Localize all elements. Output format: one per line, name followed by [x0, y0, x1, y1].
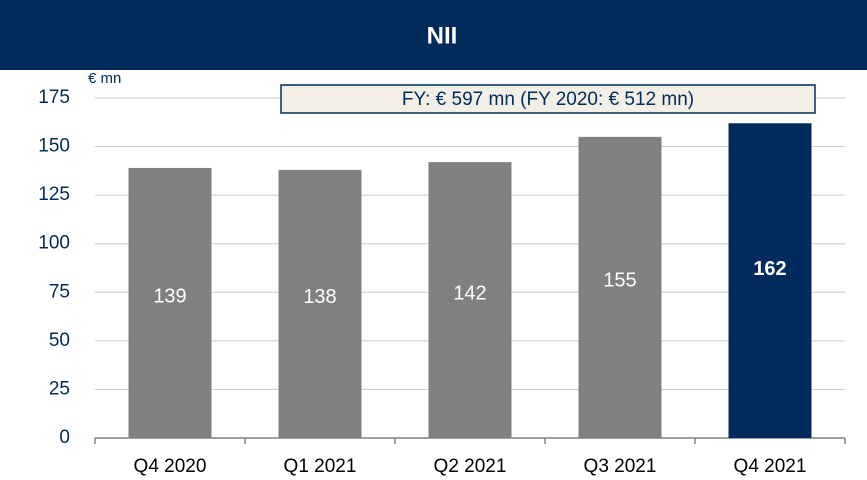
annotation-box — [280, 84, 816, 114]
chart-title: NII — [427, 22, 458, 49]
bar — [728, 123, 812, 438]
y-tick-label: 175 — [38, 87, 70, 108]
x-tick-label: Q3 2021 — [584, 456, 657, 477]
value-label: 162 — [753, 258, 786, 280]
y-tick-label: 25 — [49, 378, 70, 399]
x-tick-label: Q2 2021 — [434, 456, 507, 477]
value-label: 139 — [153, 285, 186, 307]
y-tick-label: 75 — [49, 281, 70, 302]
y-tick-label: 150 — [38, 136, 70, 157]
x-tick-label: Q4 2020 — [134, 456, 207, 477]
bar — [278, 169, 362, 438]
bar — [428, 162, 512, 438]
x-tick-label: Q4 2021 — [734, 456, 807, 477]
y-tick-label: 50 — [49, 330, 70, 351]
bar — [128, 167, 212, 438]
y-axis-unit: € mn — [88, 70, 121, 87]
bar — [578, 136, 662, 438]
value-label: 142 — [453, 282, 486, 304]
y-tick-label: 125 — [38, 184, 70, 205]
x-tick-label: Q1 2021 — [284, 456, 357, 477]
title-band — [0, 0, 867, 70]
value-label: 138 — [303, 286, 336, 308]
y-tick-label: 100 — [38, 233, 70, 254]
annotation: FY: € 597 mn (FY 2020: € 512 mn) — [402, 89, 694, 110]
y-tick-label: 0 — [59, 427, 70, 448]
value-label: 155 — [603, 270, 636, 292]
